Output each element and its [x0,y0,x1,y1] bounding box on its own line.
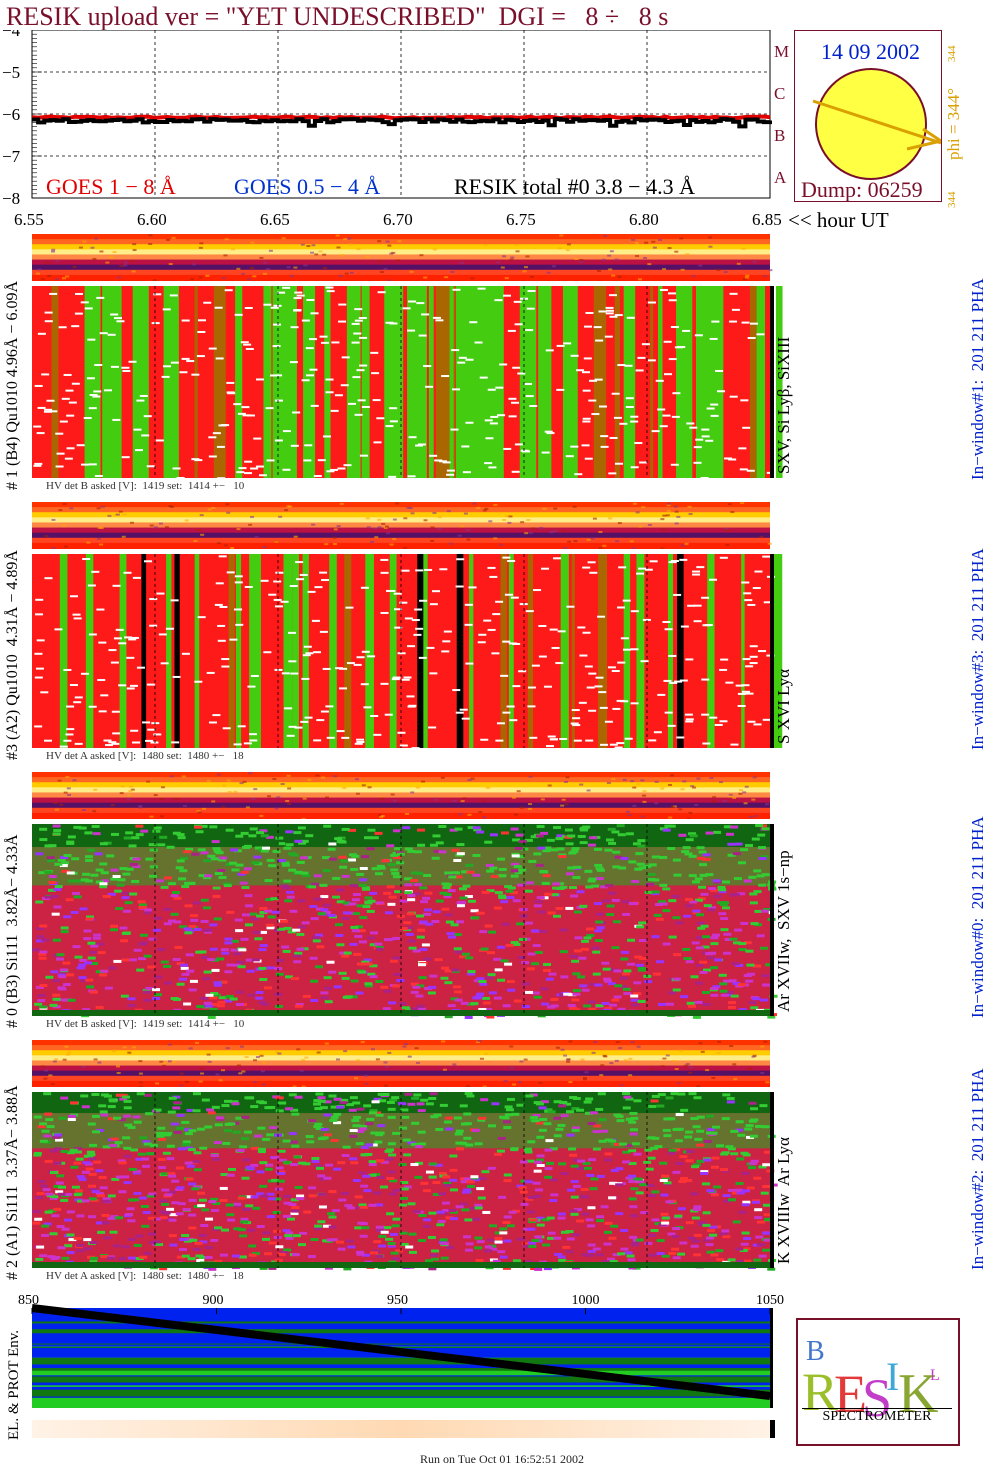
channel-1-spectrogram: 0.010.010.000.000.00 [32,502,783,750]
pha-label: In−window#3: 201 211 PHA [968,548,987,750]
pha-label: In−window#2: 201 211 PHA [968,1068,987,1270]
time-tick-label: 6.70 [383,210,413,229]
svg-text:R: R [802,1362,838,1422]
env-panel: 850 900 950 1000 1050 [18,1293,784,1438]
channel-left-label: # 2 (A1) Si111 3.37Å− 3.88Å [4,1085,21,1281]
pha-label: In−window#0: 201 211 PHA [968,816,987,1018]
logo-subtitle: SPECTROMETER [802,1408,952,1425]
goes-class-letter: A [774,168,787,187]
time-tick-label: 6.65 [260,210,290,229]
channel-left-label: # 1 (B4) Qu1010 4.96Å − 6.09Å [4,280,21,490]
goes-y-tick-label: −6 [2,105,20,124]
time-tick-label: 6.85 [752,210,782,229]
channel-left-label: #3 (A2) Qu1010 4.31Å − 4.89Å [4,550,21,760]
goes-legend-legend_goes054: GOES 0.5 − 4 Å [234,174,380,199]
goes-class-letter: M [774,42,789,61]
channel-line-label: Ar XVIIw, SXV 1s−np [774,850,793,1012]
resik-logo: B R E S I K L SPECTROMETER [796,1318,960,1446]
env-x-tick-label: 1000 [572,1293,600,1308]
env-gradient-strip [32,1420,770,1438]
goes-class-letter: C [774,84,785,103]
hv-text: HV det A asked [V]: 1480 set: 1480 +− 18 [46,1270,244,1282]
hv-text: HV det B asked [V]: 1419 set: 1414 +− 10 [46,480,245,492]
env-x-tick-label: 1050 [756,1293,784,1308]
env-x-tick-label: 950 [387,1293,408,1308]
goes-legend-legend_goes18: GOES 1 − 8 Å [46,174,176,199]
svg-text:I: I [886,1354,899,1399]
env-trend-line [31,1304,771,1400]
channel-left-label: # 0 (B3) Si111 3.82Å− 4.33Å [4,834,21,1028]
hv-text: HV det B asked [V]: 1419 set: 1414 +− 10 [46,1018,245,1030]
phi-small-top: 344 [946,45,958,63]
hv-text: HV det A asked [V]: 1480 set: 1480 +− 18 [46,750,244,762]
svg-text:S: S [862,1368,892,1428]
page-title: RESIK upload ver = "YET UNDESCRIBED" DGI… [6,2,669,31]
channel-3-spectrogram: 0.200.150.100.050.00cts/bin/sec [32,1040,778,1271]
phi-label: phi = 344° [944,87,963,160]
goes-y-tick-label: −5 [2,63,20,82]
phi-small-bottom: 344 [946,191,958,209]
time-tick-label: 6.55 [14,210,44,229]
time-tick-label: 6.80 [629,210,659,229]
channel-2-spectrogram: 0.370.270.180.090.00 [32,772,778,1019]
channel-line-label: K XVIIIw Ar Lyα [774,1137,793,1264]
env-x-tick-label: 850 [18,1293,39,1308]
goes-legend-legend_resik: RESIK total #0 3.8 − 4.3 Å [454,174,695,199]
resik-logo-icon: B R E S I K L [802,1336,940,1428]
sun-date: 14 09 2002 [821,39,920,64]
svg-text:B: B [806,1336,825,1367]
env-label: EL. & PROT Env. [6,1329,22,1440]
sun-panel: 14 09 2002 Dump: 06259 [794,30,942,202]
svg-text:K: K [898,1363,938,1425]
time-tick-label: 6.60 [137,210,167,229]
pha-label: In−window#1: 201 211 PHA [968,278,987,480]
channel-line-label: SXV, Si Lyβ, SiXIII [774,336,793,474]
time-unit-label: << hour UT [788,208,889,232]
channel-line-label: S XVI Lyα [774,668,793,744]
channel-0-spectrogram: 0.010.010.000.000.00 [32,234,783,480]
goes-class-letter: B [774,126,785,145]
env-x-tick-label: 900 [203,1293,224,1308]
goes-y-tick-label: −8 [2,189,20,205]
goes-y-tick-label: −4 [2,30,21,40]
svg-text:E: E [834,1364,867,1424]
sun-disk-icon [812,68,941,180]
dump-label: Dump: 06259 [801,177,923,202]
footer-run-text: Run on Tue Oct 01 16:52:51 2002 [419,1452,584,1466]
svg-text:L: L [930,1367,940,1384]
time-tick-label: 6.75 [506,210,536,229]
resik-total-series [32,117,772,129]
goes-y-tick-label: −7 [2,147,21,166]
